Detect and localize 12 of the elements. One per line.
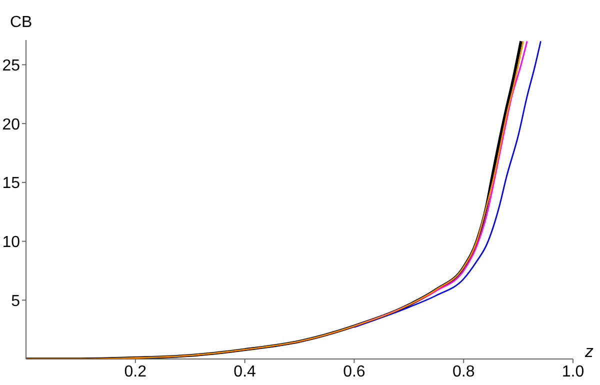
y-tick-label: 25: [2, 57, 20, 74]
y-tick-label: 15: [2, 175, 20, 192]
x-tick-label: 0.8: [452, 363, 475, 380]
x-tick-label: 1.0: [562, 363, 584, 380]
x-tick-label: 0.6: [343, 363, 366, 380]
y-tick-label: 5: [11, 292, 20, 310]
x-axis-title: z: [585, 342, 594, 362]
y-tick-label: 20: [2, 116, 20, 134]
x-tick-label: 0.4: [234, 363, 256, 380]
y-tick-label: 10: [2, 234, 20, 251]
x-tick-label: 0.2: [124, 363, 147, 380]
y-axis-title: CB: [10, 14, 32, 32]
